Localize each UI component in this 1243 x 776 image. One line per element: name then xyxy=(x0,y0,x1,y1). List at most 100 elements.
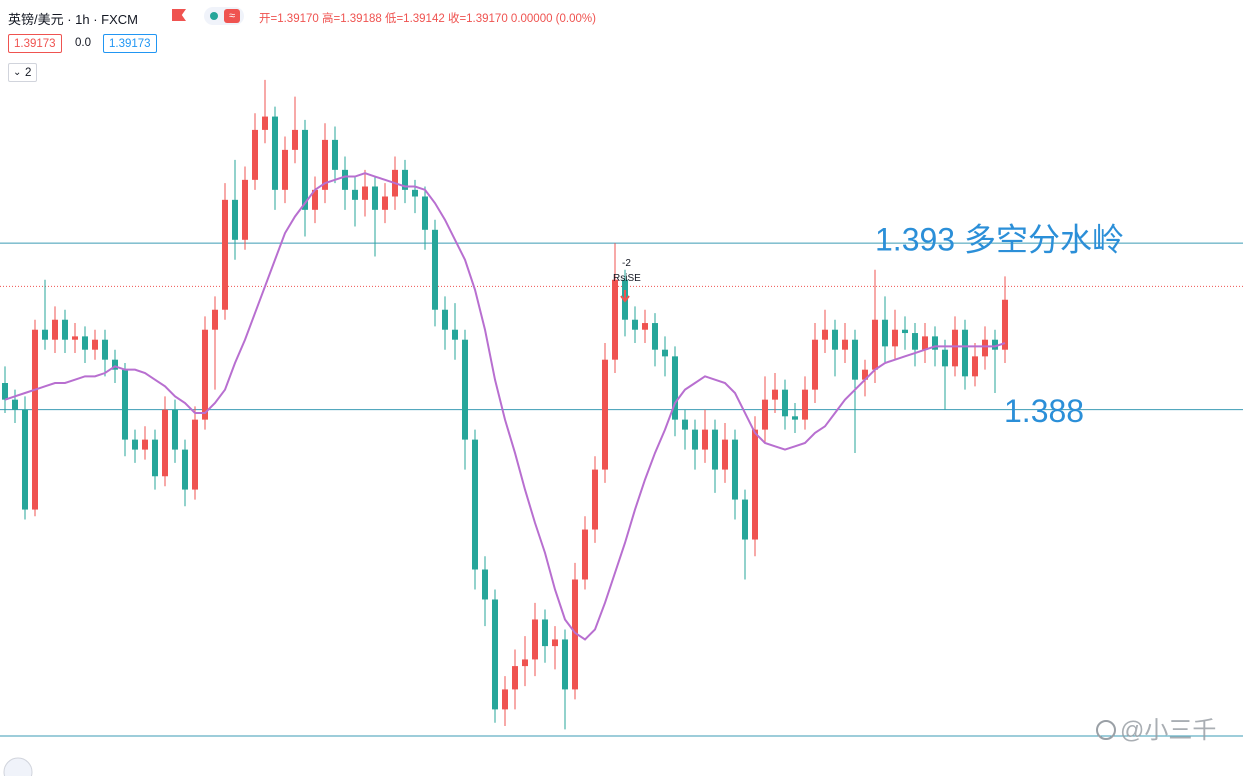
candle-body xyxy=(652,323,658,350)
candle-body xyxy=(192,419,198,490)
candle-body xyxy=(592,469,598,530)
candle-body xyxy=(912,333,918,350)
candle-body xyxy=(992,339,998,350)
candle-body xyxy=(412,189,418,197)
candle-body xyxy=(42,329,48,340)
candle-body xyxy=(582,529,588,580)
candle-body xyxy=(532,619,538,660)
candle-body xyxy=(382,196,388,210)
candle-body xyxy=(182,449,188,490)
candle-body xyxy=(782,389,788,417)
candle-body xyxy=(922,336,928,350)
candle-body xyxy=(172,409,178,450)
candle-body xyxy=(82,336,88,350)
candle-body xyxy=(342,169,348,190)
candle-body xyxy=(562,639,568,690)
candle-body xyxy=(372,186,378,210)
candle-body xyxy=(712,429,718,470)
candle-body xyxy=(432,229,438,310)
candle-body xyxy=(852,339,858,380)
candle-body xyxy=(222,199,228,310)
candle-body xyxy=(362,186,368,200)
symbol-title[interactable]: 英镑/美元 · 1h · FXCM xyxy=(8,12,139,27)
candle-body xyxy=(872,319,878,370)
candle-body xyxy=(792,416,798,420)
candle-body xyxy=(402,169,408,190)
candle-body xyxy=(672,356,678,420)
candle-body xyxy=(282,149,288,190)
candle-body xyxy=(702,429,708,450)
candle-body xyxy=(512,666,518,690)
candle-body xyxy=(892,329,898,347)
candle-body xyxy=(292,129,298,150)
candle-body xyxy=(252,129,258,180)
candle-body xyxy=(722,439,728,470)
candle-body xyxy=(862,369,868,380)
candle-body xyxy=(62,319,68,340)
candle-body xyxy=(752,429,758,540)
candle-body xyxy=(542,619,548,647)
candle-body xyxy=(452,329,458,340)
candle-body xyxy=(602,359,608,470)
candle-body xyxy=(802,389,808,420)
candle-body xyxy=(502,689,508,710)
candle-body xyxy=(572,579,578,690)
candle-body xyxy=(302,129,308,210)
candle-body xyxy=(22,409,28,510)
candle-body xyxy=(352,189,358,200)
level-label: 1.393 多空分水岭 xyxy=(875,222,1124,258)
candle-body xyxy=(12,399,18,410)
candle-body xyxy=(612,279,618,360)
candle-body xyxy=(732,439,738,500)
candle-body xyxy=(122,369,128,440)
ohlc-legend: 开=1.39170 高=1.39188 低=1.39142 收=1.39170 … xyxy=(259,13,596,25)
flag-icon[interactable] xyxy=(172,9,186,21)
indicator-count: 2 xyxy=(25,67,32,79)
candle-body xyxy=(2,383,8,400)
candle-body xyxy=(132,439,138,450)
candle-body xyxy=(522,659,528,667)
candle-body xyxy=(92,339,98,350)
candle-body xyxy=(662,349,668,357)
candle-body xyxy=(962,329,968,377)
candle-body xyxy=(272,116,278,190)
candle-body xyxy=(312,189,318,210)
candle-body xyxy=(52,319,58,340)
candle-body xyxy=(772,389,778,400)
signal-name: RsiSE xyxy=(613,273,641,284)
candle-body xyxy=(422,196,428,230)
candle-body xyxy=(202,329,208,420)
candle-body xyxy=(642,323,648,330)
ask-tag[interactable]: 1.39173 xyxy=(103,34,157,53)
candle-body xyxy=(102,339,108,360)
candle-body xyxy=(152,439,158,477)
candle-body xyxy=(72,336,78,340)
status-pill[interactable]: ≈ xyxy=(204,7,244,25)
candle-body xyxy=(762,399,768,430)
level-label: 1.388 xyxy=(1004,393,1084,429)
candle-body xyxy=(112,359,118,370)
spread-tag: 0.0 xyxy=(75,37,91,49)
candle-body xyxy=(742,499,748,540)
candle-body xyxy=(812,339,818,390)
candle-body xyxy=(232,199,238,240)
candle-body xyxy=(682,419,688,430)
moving-average xyxy=(4,172,1006,641)
candle-body xyxy=(162,409,168,477)
candle-body xyxy=(902,329,908,334)
bid-tag[interactable]: 1.39173 xyxy=(8,34,62,53)
candle-body xyxy=(212,309,218,330)
candle-body xyxy=(832,329,838,350)
indicator-toggle[interactable]: ⌄ 2 xyxy=(8,63,38,82)
candle-body xyxy=(842,339,848,350)
tv-logo xyxy=(3,757,33,776)
candle-body xyxy=(262,116,268,130)
candle-body xyxy=(552,639,558,647)
candle-body xyxy=(482,569,488,600)
candle-body xyxy=(332,139,338,170)
signal-count: -2 xyxy=(622,258,631,269)
candle-body xyxy=(972,356,978,377)
candle-body xyxy=(142,439,148,450)
